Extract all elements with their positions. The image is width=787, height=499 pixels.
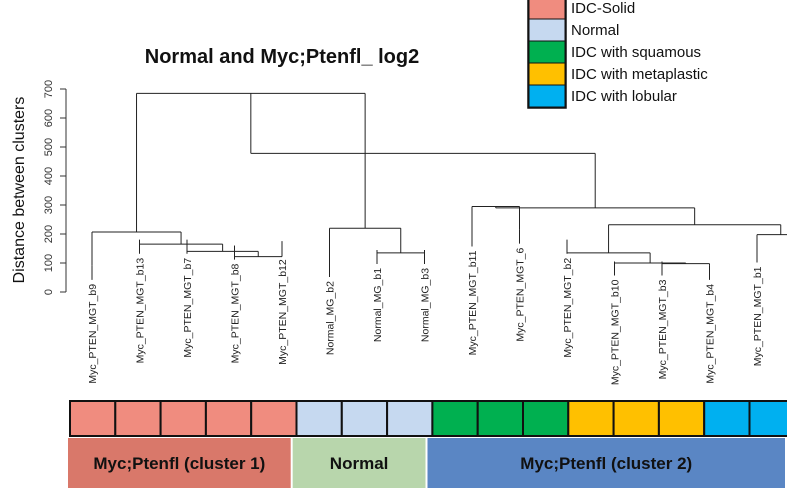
leaf-label: Myc_PTEN_MGT_b4 xyxy=(705,284,717,384)
leaf-label: Normal_MG_b3 xyxy=(420,268,432,342)
legend: IDC-Solid Normal IDC with squamous IDC with… xyxy=(527,0,708,109)
y-tick-label: 200 xyxy=(43,225,55,243)
cluster-group-bar: Myc;Ptenfl (cluster 1) Normal Myc;Ptenfl (… xyxy=(68,438,785,488)
leaf-label: Normal_MG_b2 xyxy=(325,281,337,355)
leaf-label: Myc_PTEN_MGT_b1 xyxy=(752,266,764,366)
group-bar-label: Normal xyxy=(330,454,389,473)
leaf-label: Myc_PTEN_MGT_b7 xyxy=(182,258,194,358)
color-bar-cell xyxy=(431,400,479,437)
legend-swatch xyxy=(528,62,566,86)
legend-label: IDC with metaplastic xyxy=(571,66,708,83)
leaf-label: Normal_MG_b1 xyxy=(372,268,384,342)
color-bar-cell xyxy=(250,400,298,437)
leaf-label: Myc_PTEN_MGT_b11 xyxy=(467,250,479,355)
group-bar-label: Myc;Ptenfl (cluster 1) xyxy=(93,454,265,473)
group-bar-label: Myc;Ptenfl (cluster 2) xyxy=(520,454,692,473)
color-bar-cell xyxy=(476,400,525,437)
leaf-label: Myc_PTEN_MGT_6 xyxy=(515,247,527,341)
y-tick-label: 700 xyxy=(43,80,55,98)
group-bar-segment xyxy=(68,438,291,488)
color-bar-cell xyxy=(340,400,389,437)
color-bar-cell xyxy=(386,400,434,437)
legend-frame xyxy=(527,0,567,109)
leaf-label: Myc_PTEN_MGT_b9 xyxy=(87,284,99,384)
legend-label: IDC with squamous xyxy=(571,44,701,61)
chart-title: Normal and Myc;Ptenfl_ log2 xyxy=(145,46,420,68)
y-axis-label: Distance between clusters xyxy=(11,97,28,284)
legend-label: IDC-Solid xyxy=(571,0,635,17)
legend-swatch xyxy=(528,40,566,64)
y-axis: 0 100 200 300 400 500 600 700 xyxy=(43,80,67,295)
leaf-label: Myc_PTEN_MGT_b2 xyxy=(562,258,574,358)
group-bar-segment xyxy=(292,438,426,488)
color-bar-cell xyxy=(204,400,253,437)
color-bar-cell xyxy=(612,400,660,437)
color-bar-cell xyxy=(114,400,162,437)
leaf-label: Myc_PTEN_MGT_b13 xyxy=(135,258,147,364)
y-tick-label: 400 xyxy=(43,167,55,185)
leaf-labels: Myc_PTEN_MGT_b9 Myc_PTEN_MGT_b13 Myc_PTEN_… xyxy=(87,247,764,385)
sample-type-color-bar xyxy=(69,400,787,437)
y-tick-label: 100 xyxy=(43,254,55,272)
y-tick-label: 0 xyxy=(43,289,55,295)
color-bar-cell xyxy=(703,400,751,437)
leaf-label: Myc_PTEN_MGT_b3 xyxy=(657,279,669,379)
y-tick-label: 300 xyxy=(43,196,55,214)
leaf-label: Myc_PTEN_MGT_b10 xyxy=(610,279,622,385)
legend-swatch xyxy=(528,84,566,108)
color-bar-cell xyxy=(295,400,343,437)
color-bar-cell xyxy=(522,400,570,437)
legend-label: Normal xyxy=(571,22,619,39)
dendrogram-branches xyxy=(91,92,787,280)
color-bar-cell xyxy=(159,400,207,437)
legend-label: IDC with lobular xyxy=(571,88,677,105)
y-tick-label: 600 xyxy=(43,109,55,127)
legend-swatch xyxy=(528,18,566,42)
leaf-label: Myc_PTEN_MGT_b12 xyxy=(277,259,289,365)
color-bar-cell xyxy=(748,400,787,437)
legend-swatch xyxy=(528,0,566,20)
color-bar-cell xyxy=(69,400,117,437)
leaf-label: Myc_PTEN_MGT_b8 xyxy=(230,263,242,363)
color-bar-cell xyxy=(657,400,706,437)
y-tick-label: 500 xyxy=(43,138,55,156)
group-bar-segment xyxy=(427,438,785,488)
color-bar-cell xyxy=(567,400,615,437)
